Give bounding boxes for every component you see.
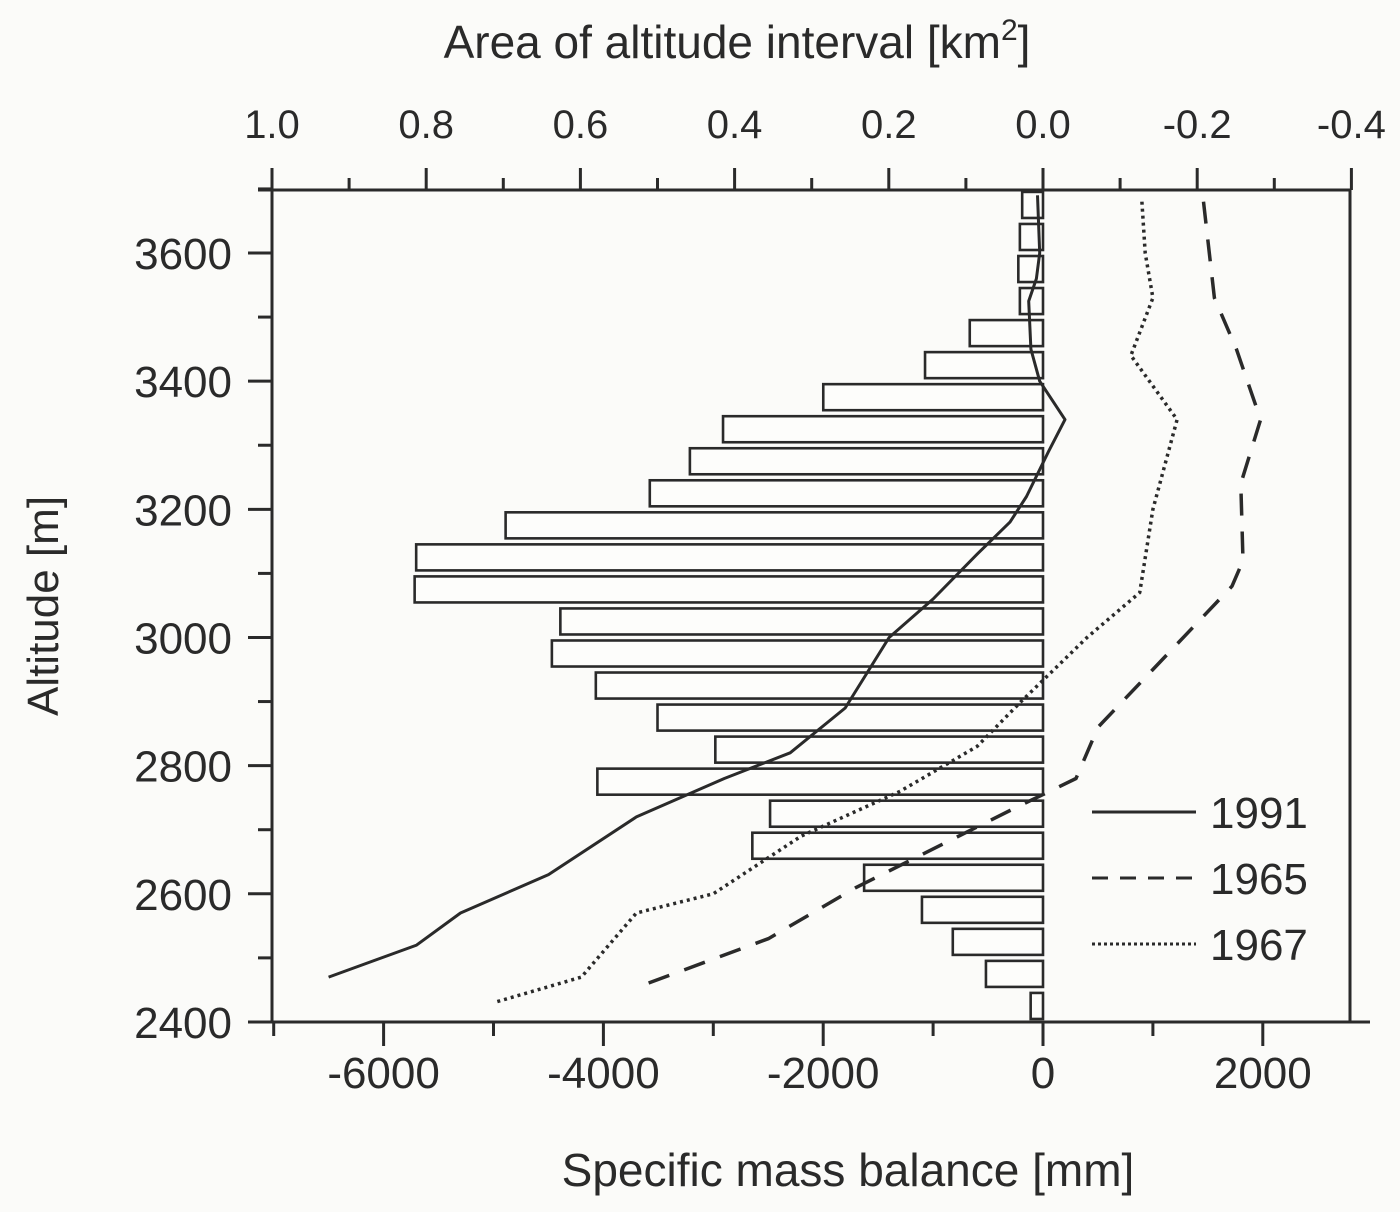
top-tick-label: 0.4 xyxy=(707,103,763,147)
area-bar xyxy=(594,671,1045,700)
area-bar xyxy=(656,703,1045,732)
area-bar xyxy=(648,478,1045,508)
legend-label: 1991 xyxy=(1210,789,1308,838)
y-tick-label: 3600 xyxy=(134,230,232,279)
top-tick-label: 0.0 xyxy=(1015,103,1071,147)
bottom-tick-label: 0 xyxy=(1031,1049,1055,1098)
y-axis-ticks: 3600 3400 3200 3000 2800 2600 2400 xyxy=(134,187,272,1048)
top-axis-ticks: 1.0 0.8 0.6 0.4 0.2 0.0 -0.2 -0.4 xyxy=(244,103,1386,192)
bottom-tick-label: 2000 xyxy=(1214,1049,1312,1098)
y-tick-label: 3200 xyxy=(134,486,232,535)
area-bar xyxy=(596,767,1045,796)
area-bar xyxy=(688,446,1045,476)
area-bar xyxy=(550,639,1045,668)
y-axis-title: Altitude [m] xyxy=(19,496,68,716)
area-bar xyxy=(951,927,1045,957)
top-tick-label: 1.0 xyxy=(244,103,300,147)
area-bar xyxy=(1018,286,1045,316)
y-tick-label: 3000 xyxy=(134,614,232,663)
y-tick-label: 2600 xyxy=(134,871,232,920)
top-axis-title: Area of altitude interval [km2] xyxy=(444,14,1031,68)
y-tick-label: 3400 xyxy=(134,358,232,407)
top-tick-label: -0.4 xyxy=(1317,103,1386,147)
series-line-1991 xyxy=(328,195,1067,979)
bottom-tick-label: -2000 xyxy=(767,1049,880,1098)
area-bar xyxy=(504,511,1045,540)
area-bar xyxy=(1018,222,1045,252)
top-tick-label: 0.2 xyxy=(861,103,917,147)
area-bar xyxy=(923,350,1045,380)
y-tick-label: 2800 xyxy=(134,743,232,792)
y-tick-label: 2400 xyxy=(134,999,232,1048)
area-bar xyxy=(714,735,1045,764)
area-bar xyxy=(559,607,1045,636)
area-bar xyxy=(413,575,1045,604)
top-tick-label: -0.2 xyxy=(1163,103,1232,147)
area-bar xyxy=(821,382,1045,412)
top-tick-label: 0.8 xyxy=(398,103,454,147)
legend-label: 1967 xyxy=(1210,921,1308,970)
x-axis-title: Specific mass balance [mm] xyxy=(562,1144,1135,1196)
area-bar xyxy=(1020,190,1045,220)
area-bar xyxy=(721,414,1045,444)
legend: 1991 1965 1967 xyxy=(1092,789,1308,970)
bottom-tick-label: -4000 xyxy=(547,1049,660,1098)
area-bar xyxy=(1029,991,1045,1021)
series-line-1967 xyxy=(493,201,1179,1005)
series-line-1965 xyxy=(646,201,1263,986)
area-bar xyxy=(751,831,1045,861)
area-bar xyxy=(768,799,1045,829)
area-bar xyxy=(414,543,1045,572)
area-bars xyxy=(413,190,1045,1021)
plot-frame xyxy=(270,188,1352,1024)
area-bar xyxy=(984,959,1045,989)
mass-balance-lines xyxy=(328,195,1263,1005)
bottom-axis-ticks: -6000 -4000 -2000 0 2000 xyxy=(258,1020,1370,1098)
top-tick-label: 0.6 xyxy=(553,103,609,147)
bottom-tick-label: -6000 xyxy=(327,1049,440,1098)
area-bar xyxy=(920,895,1045,925)
legend-label: 1965 xyxy=(1210,855,1308,904)
